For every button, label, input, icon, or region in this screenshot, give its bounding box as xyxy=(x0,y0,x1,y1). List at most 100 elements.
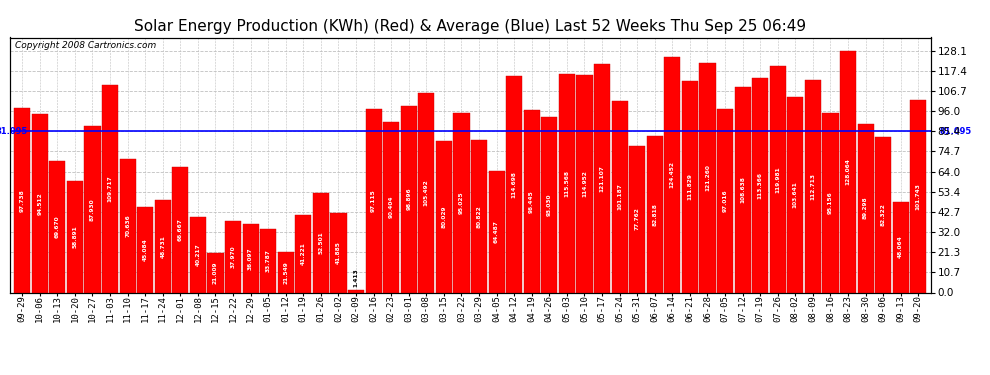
Bar xyxy=(735,87,750,292)
Bar xyxy=(50,161,65,292)
Text: 40.217: 40.217 xyxy=(195,243,200,266)
Bar xyxy=(313,194,329,292)
Text: 121.260: 121.260 xyxy=(705,165,710,191)
Text: 112.713: 112.713 xyxy=(811,172,816,200)
Text: 1.413: 1.413 xyxy=(353,268,358,287)
Text: 97.016: 97.016 xyxy=(723,189,728,212)
Text: 128.064: 128.064 xyxy=(845,158,850,185)
Bar xyxy=(137,207,153,292)
Text: 115.568: 115.568 xyxy=(564,170,569,197)
Text: 121.107: 121.107 xyxy=(600,165,605,192)
Text: 89.298: 89.298 xyxy=(863,197,868,219)
Text: 21.009: 21.009 xyxy=(213,261,218,284)
Bar xyxy=(383,122,399,292)
Bar xyxy=(401,106,417,292)
Text: 58.891: 58.891 xyxy=(72,225,77,248)
Text: 81.095: 81.095 xyxy=(940,127,971,136)
Bar xyxy=(857,124,873,292)
Bar xyxy=(769,66,786,292)
Title: Solar Energy Production (KWh) (Red) & Average (Blue) Last 52 Weeks Thu Sep 25 06: Solar Energy Production (KWh) (Red) & Av… xyxy=(135,18,806,33)
Bar xyxy=(682,81,698,292)
Bar xyxy=(664,57,680,292)
Bar xyxy=(805,80,821,292)
Text: 80.029: 80.029 xyxy=(442,206,446,228)
Text: 124.452: 124.452 xyxy=(670,162,675,189)
Text: 64.487: 64.487 xyxy=(494,220,499,243)
Text: 90.404: 90.404 xyxy=(389,196,394,218)
Text: 114.698: 114.698 xyxy=(512,171,517,198)
Bar xyxy=(453,113,469,292)
Text: 101.187: 101.187 xyxy=(617,183,622,210)
Bar xyxy=(612,101,628,292)
Bar xyxy=(752,78,768,292)
Bar xyxy=(67,181,83,292)
Text: 96.445: 96.445 xyxy=(530,190,535,213)
Bar xyxy=(542,117,557,292)
Text: 97.738: 97.738 xyxy=(20,189,25,211)
Bar xyxy=(893,202,909,292)
Bar xyxy=(524,110,540,292)
Bar xyxy=(331,213,346,292)
Bar xyxy=(576,75,593,292)
Text: 119.981: 119.981 xyxy=(775,166,780,192)
Text: 48.731: 48.731 xyxy=(160,235,165,258)
Text: 95.025: 95.025 xyxy=(459,192,464,214)
Bar xyxy=(558,74,575,292)
Bar xyxy=(102,85,118,292)
Text: 36.097: 36.097 xyxy=(248,247,253,270)
Bar xyxy=(207,253,224,292)
Text: 101.743: 101.743 xyxy=(916,183,921,210)
Text: 98.896: 98.896 xyxy=(406,188,411,210)
Text: 70.636: 70.636 xyxy=(125,214,130,237)
Text: 77.762: 77.762 xyxy=(635,208,640,231)
Text: 82.818: 82.818 xyxy=(652,203,657,226)
Text: 21.549: 21.549 xyxy=(283,261,288,284)
Text: 97.115: 97.115 xyxy=(371,189,376,212)
Text: 41.221: 41.221 xyxy=(301,242,306,265)
Text: 82.322: 82.322 xyxy=(881,203,886,226)
Bar xyxy=(225,221,242,292)
Text: 33.787: 33.787 xyxy=(265,249,270,272)
Text: 37.970: 37.970 xyxy=(231,245,236,268)
Text: 114.952: 114.952 xyxy=(582,171,587,197)
Bar xyxy=(717,109,734,292)
Text: 81.095: 81.095 xyxy=(0,127,28,136)
Text: Copyright 2008 Cartronics.com: Copyright 2008 Cartronics.com xyxy=(15,41,155,50)
Bar xyxy=(840,51,856,292)
Text: 69.670: 69.670 xyxy=(54,215,59,238)
Bar xyxy=(32,114,48,292)
Text: 66.667: 66.667 xyxy=(178,218,183,241)
Bar xyxy=(418,93,435,292)
Text: 80.822: 80.822 xyxy=(476,205,481,228)
Text: 45.084: 45.084 xyxy=(143,238,148,261)
Bar xyxy=(875,137,891,292)
Bar xyxy=(506,76,523,292)
Bar xyxy=(172,166,188,292)
Text: 52.501: 52.501 xyxy=(319,231,324,254)
Text: 93.030: 93.030 xyxy=(546,194,551,216)
Text: 108.638: 108.638 xyxy=(741,177,745,203)
Bar xyxy=(471,140,487,292)
Text: 105.492: 105.492 xyxy=(424,180,429,206)
Bar xyxy=(243,224,258,292)
Text: 41.885: 41.885 xyxy=(336,242,341,264)
Bar xyxy=(823,113,839,292)
Text: 103.641: 103.641 xyxy=(793,181,798,208)
Text: 113.366: 113.366 xyxy=(757,172,762,199)
Bar xyxy=(260,229,276,292)
Bar xyxy=(594,64,610,292)
Bar xyxy=(436,141,452,292)
Bar xyxy=(154,201,171,292)
Text: 95.156: 95.156 xyxy=(828,191,833,214)
Bar xyxy=(699,63,716,292)
Text: 48.064: 48.064 xyxy=(898,236,903,258)
Bar xyxy=(787,97,804,292)
Bar xyxy=(190,216,206,292)
Bar xyxy=(629,146,645,292)
Bar xyxy=(365,109,382,292)
Bar xyxy=(120,159,136,292)
Text: 111.829: 111.829 xyxy=(687,174,692,200)
Bar xyxy=(295,214,312,292)
Text: 109.717: 109.717 xyxy=(108,176,113,202)
Bar xyxy=(277,252,294,292)
